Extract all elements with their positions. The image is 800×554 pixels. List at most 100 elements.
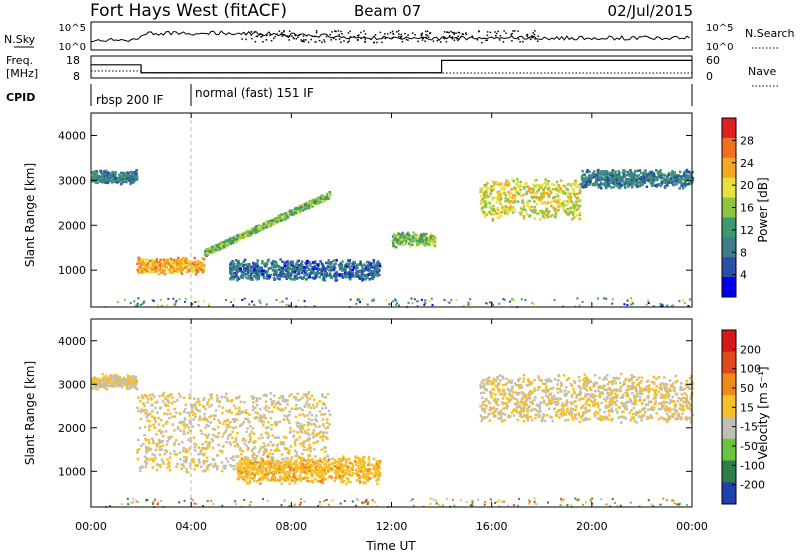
heatmap-cell — [309, 203, 312, 206]
heatmap-cell — [166, 258, 169, 262]
heatmap-cell — [469, 303, 472, 306]
heatmap-cell — [276, 218, 280, 222]
heatmap-cell — [351, 261, 354, 265]
heatmap-cell — [287, 211, 290, 214]
heatmap-cell — [256, 228, 260, 232]
heatmap-cell — [267, 267, 271, 270]
heatmap-cell — [617, 169, 621, 173]
heatmap-cell — [400, 238, 403, 241]
heatmap-cell — [578, 211, 582, 214]
heatmap-cell — [569, 183, 572, 186]
heatmap-cell — [493, 209, 496, 213]
heatmap-cell — [106, 171, 110, 174]
heatmap-cell — [316, 439, 320, 443]
heatmap-cell — [261, 445, 265, 449]
heatmap-cell — [257, 225, 261, 229]
heatmap-cell — [175, 453, 179, 456]
heatmap-cell — [270, 221, 274, 224]
heatmap-cell — [544, 209, 548, 213]
colorbar-swatch — [722, 277, 736, 298]
heatmap-cell — [119, 383, 123, 386]
heatmap-cell — [495, 200, 498, 204]
heatmap-cell — [133, 385, 137, 388]
heatmap-cell — [652, 180, 655, 183]
heatmap-cell — [287, 271, 290, 274]
heatmap-cell — [492, 205, 495, 208]
heatmap-cell — [197, 458, 201, 461]
heatmap-cell — [238, 406, 241, 410]
heatmap-cell — [374, 268, 378, 271]
heatmap-cell — [269, 448, 273, 452]
heatmap-cell — [295, 403, 298, 407]
heatmap-cell — [171, 396, 174, 399]
heatmap-cell — [673, 171, 677, 174]
heatmap-cell — [264, 393, 267, 396]
freq-tick-bottom: 8 — [73, 70, 80, 83]
nsky-point — [465, 32, 467, 34]
heatmap-cell — [536, 183, 539, 187]
heatmap-cell — [271, 470, 274, 473]
heatmap-cell — [233, 444, 237, 448]
heatmap-cell — [139, 408, 143, 411]
heatmap-cell — [150, 268, 154, 271]
heatmap-cell — [92, 380, 95, 384]
nsky-point — [396, 31, 398, 33]
heatmap-cell — [145, 451, 148, 454]
heatmap-cell — [578, 191, 581, 195]
heatmap-cell — [101, 172, 105, 175]
heatmap-cell — [188, 447, 192, 451]
heatmap-cell — [328, 413, 332, 416]
heatmap-cell — [392, 300, 395, 303]
heatmap-cell — [93, 175, 97, 179]
heatmap-cell — [241, 410, 245, 414]
heatmap-cell — [357, 460, 361, 463]
heatmap-cell — [551, 187, 555, 191]
heatmap-cell — [191, 405, 194, 408]
heatmap-cell — [576, 192, 579, 196]
heatmap-cell — [113, 384, 117, 388]
heatmap-cell — [305, 448, 309, 451]
heatmap-cell — [127, 176, 130, 179]
heatmap-cell — [156, 261, 160, 264]
heatmap-cell — [570, 218, 574, 221]
heatmap-cell — [131, 375, 134, 378]
heatmap-cell — [176, 256, 180, 260]
heatmap-cell — [238, 238, 242, 241]
heatmap-cell — [364, 481, 367, 485]
heatmap-cell — [294, 415, 298, 419]
heatmap-cell — [304, 439, 308, 443]
heatmap-cell — [652, 305, 655, 308]
heatmap-cell — [608, 178, 611, 182]
heatmap-cell — [258, 407, 262, 411]
heatmap-cell — [556, 195, 560, 198]
heatmap-cell — [309, 471, 313, 474]
heatmap-cell — [248, 435, 252, 438]
heatmap-cell — [256, 268, 259, 271]
heatmap-cell — [233, 238, 236, 242]
heatmap-cell — [288, 394, 291, 398]
heatmap-cell — [272, 276, 276, 280]
nsky-point — [401, 40, 404, 43]
heatmap-cell — [304, 430, 307, 433]
heatmap-cell — [525, 190, 528, 194]
heatmap-cell — [318, 268, 322, 271]
heatmap-cell — [137, 438, 140, 442]
heatmap-cell — [357, 479, 360, 482]
heatmap-cell — [235, 396, 238, 399]
heatmap-cell — [670, 173, 673, 177]
heatmap-cell — [106, 384, 109, 388]
heatmap-cell — [288, 431, 292, 434]
heatmap-cell — [179, 265, 183, 269]
heatmap-cell — [549, 204, 553, 208]
nsky-point — [436, 39, 439, 42]
heatmap-cell — [672, 180, 675, 184]
heatmap-cell — [240, 234, 243, 238]
heatmap-cell — [670, 181, 674, 185]
heatmap-cell — [309, 448, 312, 451]
heatmap-cell — [135, 177, 138, 180]
heatmap-cell — [175, 411, 178, 415]
heatmap-cell — [311, 265, 314, 269]
heatmap-cell — [307, 446, 311, 450]
heatmap-cell — [298, 204, 302, 208]
